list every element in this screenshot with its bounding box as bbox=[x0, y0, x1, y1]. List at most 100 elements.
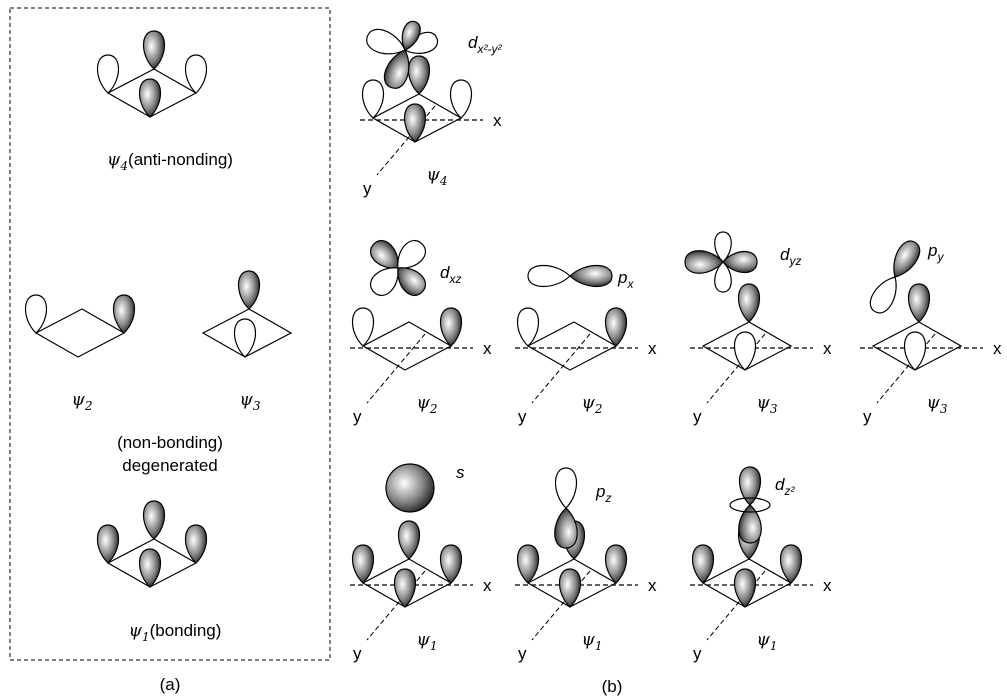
orbital-sub: yz bbox=[788, 254, 801, 268]
psi-symbol: ψ bbox=[427, 165, 441, 185]
psi-index: 3 bbox=[253, 399, 261, 413]
psi-index: 2 bbox=[84, 399, 93, 413]
lobe bbox=[144, 31, 165, 69]
psi-symbol: ψ bbox=[417, 630, 431, 650]
x-axis-label: x bbox=[823, 339, 832, 358]
psi-symbol: ψ bbox=[72, 390, 86, 410]
x-axis-label: x bbox=[493, 111, 502, 130]
square-base bbox=[528, 322, 616, 370]
orbital-label: dz² bbox=[775, 475, 795, 498]
x-axis-label: x bbox=[483, 576, 492, 595]
lobe bbox=[239, 271, 260, 309]
psi-symbol: ψ bbox=[240, 390, 254, 410]
lobe bbox=[735, 569, 756, 607]
lobe bbox=[451, 80, 472, 118]
lobe bbox=[735, 332, 756, 370]
lobe bbox=[570, 266, 612, 287]
lobe bbox=[528, 266, 570, 287]
lobe bbox=[186, 55, 207, 93]
psi-symbol: ψ bbox=[582, 393, 596, 413]
lobe bbox=[395, 569, 416, 607]
y-axis-label: y bbox=[353, 644, 362, 663]
orbital-label: dx²-y² bbox=[468, 33, 502, 56]
lobe bbox=[556, 468, 577, 508]
lobe bbox=[739, 505, 762, 543]
psi-index: 1 bbox=[142, 630, 150, 644]
y-axis-label: y bbox=[518, 644, 527, 663]
lobe bbox=[740, 467, 761, 505]
lobe bbox=[905, 332, 926, 370]
psi-symbol: ψ bbox=[757, 630, 771, 650]
y-axis-label: y bbox=[863, 407, 872, 426]
caption: (a) bbox=[160, 675, 181, 694]
lobe bbox=[353, 545, 374, 583]
psi-symbol: ψ bbox=[927, 393, 941, 413]
lobe bbox=[140, 79, 161, 117]
lobe bbox=[140, 549, 161, 587]
lobe bbox=[386, 464, 434, 512]
lobe bbox=[363, 80, 384, 118]
lobe bbox=[606, 545, 627, 583]
psi-label: ψ2 bbox=[417, 393, 438, 416]
diagram: ψ4(anti-nonding)ψ2ψ3(non-bonding)degener… bbox=[0, 0, 1007, 698]
psi-symbol: ψ bbox=[129, 621, 143, 641]
orbital-label: dxz bbox=[440, 263, 461, 286]
psi-index: 4 bbox=[439, 174, 448, 188]
psi-text: (anti-nonding) bbox=[128, 150, 233, 169]
lobe bbox=[693, 545, 714, 583]
psi-index: 3 bbox=[940, 402, 948, 416]
lobe bbox=[98, 55, 119, 93]
lobe bbox=[114, 295, 135, 333]
psi-label: ψ1 bbox=[582, 630, 603, 653]
square-base bbox=[36, 309, 124, 357]
y-axis-label: y bbox=[353, 407, 362, 426]
y-axis-label: y bbox=[363, 179, 372, 198]
lobe bbox=[26, 295, 47, 333]
orbital-sub: y bbox=[936, 250, 944, 264]
note: degenerated bbox=[122, 456, 217, 475]
psi-label: ψ2 bbox=[582, 393, 603, 416]
orbital-letter: p bbox=[927, 241, 937, 260]
psi-label: ψ3 bbox=[927, 393, 948, 416]
note: (non-bonding) bbox=[117, 433, 223, 452]
orbital-label: dyz bbox=[780, 245, 801, 268]
x-axis-label: x bbox=[993, 339, 1002, 358]
orbital-sub: z bbox=[604, 491, 611, 505]
psi-index: 4 bbox=[119, 159, 128, 173]
orbital-letter: p bbox=[595, 482, 605, 501]
orbital-sub: z² bbox=[783, 484, 795, 498]
lobe bbox=[405, 104, 426, 142]
lobe bbox=[353, 308, 374, 346]
lobe bbox=[518, 545, 539, 583]
lobe bbox=[518, 308, 539, 346]
orbital-sub: xz bbox=[448, 272, 461, 286]
psi-symbol: ψ bbox=[417, 393, 431, 413]
square-base bbox=[363, 322, 451, 370]
orbital-label: py bbox=[927, 241, 944, 264]
panel-a-frame bbox=[10, 8, 330, 660]
psi-symbol: ψ bbox=[582, 630, 596, 650]
psi-index: 3 bbox=[770, 402, 778, 416]
orbital-label: pz bbox=[595, 482, 611, 505]
y-axis-label: y bbox=[693, 407, 702, 426]
lobe bbox=[399, 521, 420, 559]
lobe bbox=[441, 308, 462, 346]
lobe bbox=[98, 525, 119, 563]
psi-label: ψ1(bonding) bbox=[129, 621, 222, 644]
psi-label: ψ3 bbox=[757, 393, 778, 416]
psi-index: 2 bbox=[429, 402, 438, 416]
caption: (b) bbox=[602, 677, 623, 696]
psi-label: ψ1 bbox=[757, 630, 778, 653]
psi-label: ψ3 bbox=[240, 390, 261, 413]
lobe bbox=[441, 545, 462, 583]
psi-text: (bonding) bbox=[150, 621, 222, 640]
psi-index: 1 bbox=[430, 639, 438, 653]
x-axis-label: x bbox=[823, 576, 832, 595]
lobe bbox=[606, 308, 627, 346]
orbital-letter: p bbox=[617, 268, 627, 287]
x-axis-label: x bbox=[648, 576, 657, 595]
y-axis-label: y bbox=[518, 407, 527, 426]
lobe bbox=[409, 56, 430, 94]
lobe bbox=[186, 525, 207, 563]
x-axis-label: x bbox=[648, 339, 657, 358]
